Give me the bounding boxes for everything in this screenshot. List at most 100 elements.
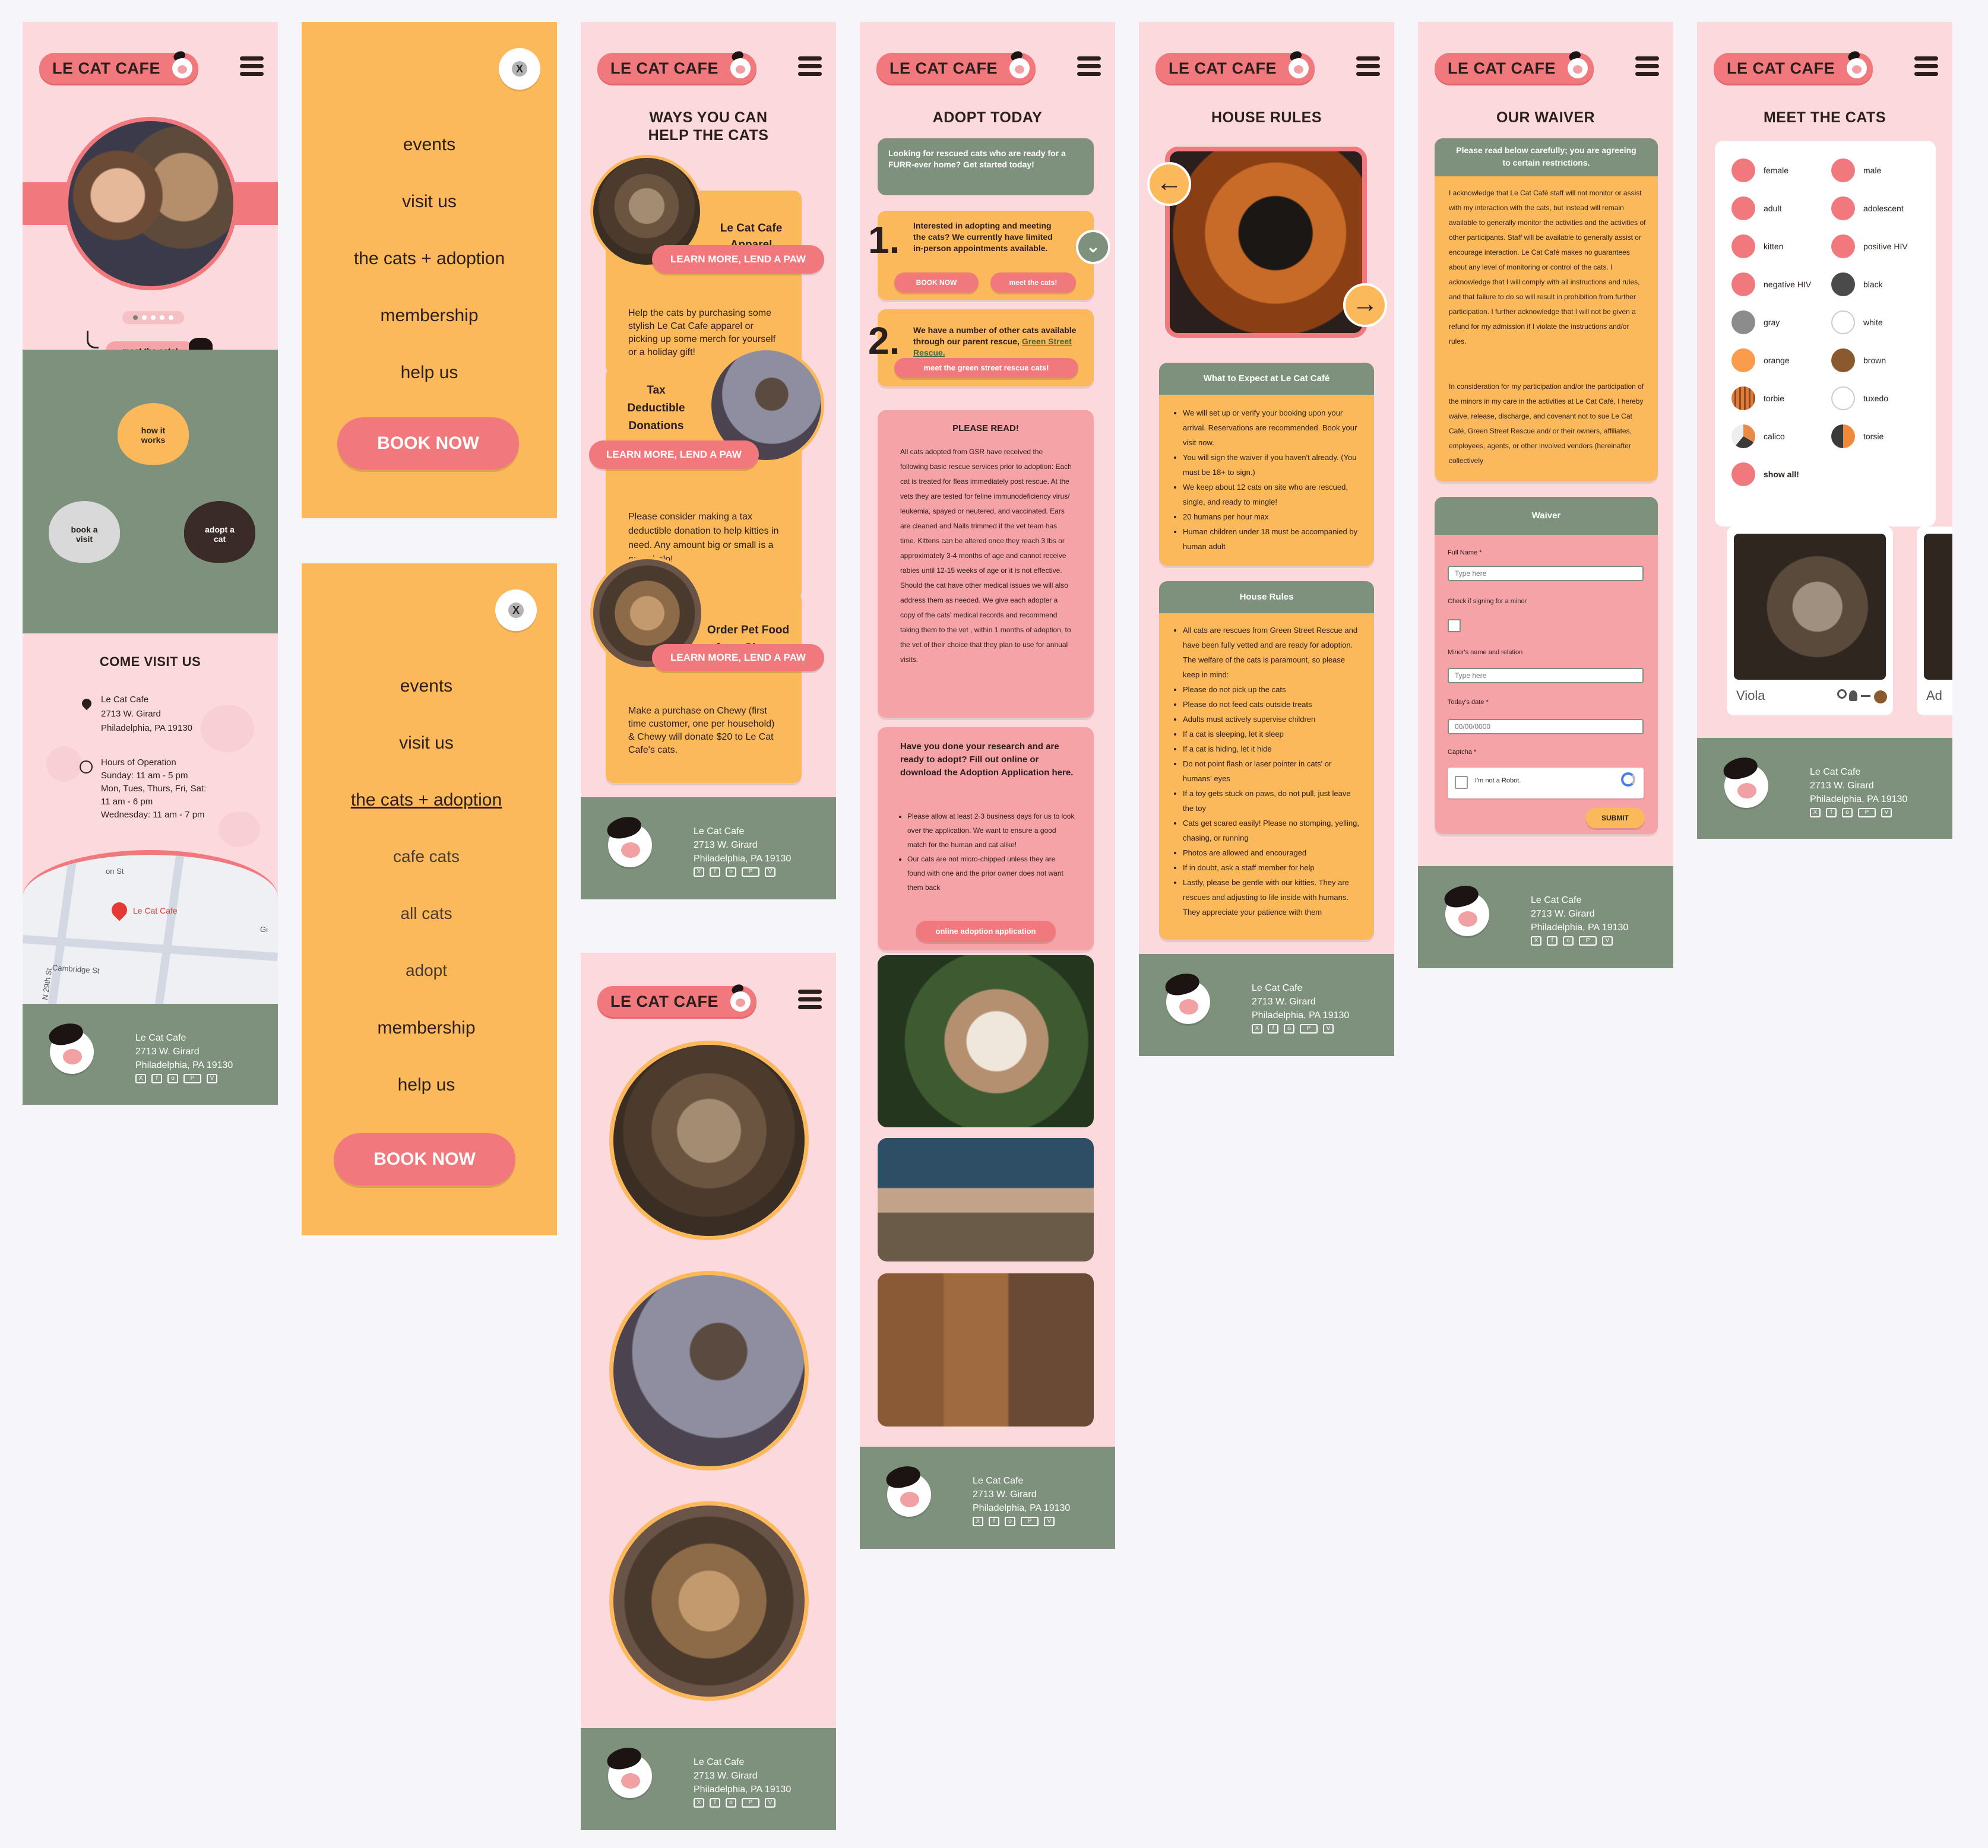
instagram-icon[interactable]: o [167,1074,178,1083]
submit-button[interactable]: SUBMIT [1585,808,1645,828]
menu-item-events[interactable]: events [400,676,453,696]
x-icon[interactable]: X [135,1074,146,1083]
instagram-icon[interactable]: o [1563,936,1574,946]
filter-black[interactable]: black [1831,272,1883,296]
filter-orange[interactable]: orange [1731,348,1790,372]
venmo-icon[interactable]: V [765,867,775,877]
filter-white[interactable]: white [1831,310,1883,334]
filter-negative-hiv[interactable]: negative HIV [1731,272,1811,296]
venmo-icon[interactable]: V [1881,808,1892,817]
logo[interactable]: LE CAT CAFE [1156,49,1315,84]
x-icon[interactable]: X [694,1798,704,1808]
instagram-icon[interactable]: o [726,867,736,877]
green-street-button[interactable]: meet the green street rescue cats! [894,358,1078,378]
adopt-a-cat-cat[interactable]: adopt a cat [184,501,255,563]
filter-female[interactable]: female [1731,159,1788,182]
hamburger-menu-icon[interactable] [798,56,822,80]
online-application-button[interactable]: online adoption application [916,921,1056,942]
instagram-icon[interactable]: o [1005,1517,1015,1526]
paypal-icon[interactable]: P [1021,1517,1039,1526]
instagram-icon[interactable]: o [726,1798,736,1808]
filter-adult[interactable]: adult [1731,196,1781,220]
minor-checkbox[interactable] [1448,619,1461,632]
learn-more-button[interactable]: LEARN MORE, LEND A PAW [652,644,824,671]
x-icon[interactable]: X [694,867,704,877]
hamburger-menu-icon[interactable] [1356,56,1380,80]
venmo-icon[interactable]: V [1044,1517,1055,1526]
map-pin-icon[interactable] [108,899,131,921]
how-it-works-cat[interactable]: how it works [118,403,189,465]
submenu-item-cafe-cats[interactable]: cafe cats [392,847,460,866]
close-menu-button[interactable]: X [495,589,537,631]
logo[interactable]: LE CAT CAFE [876,49,1036,84]
menu-item-help-us[interactable]: help us [397,1075,455,1095]
hamburger-menu-icon[interactable] [1077,56,1101,80]
filter-gray[interactable]: gray [1731,310,1780,334]
menu-item-cats-adoption[interactable]: the cats + adoption [350,790,502,810]
submenu-item-all-cats[interactable]: all cats [400,904,452,923]
venmo-icon[interactable]: V [765,1798,775,1808]
logo[interactable]: LE CAT CAFE [1435,49,1594,84]
x-icon[interactable]: X [1252,1024,1262,1034]
step-1-meet-button[interactable]: meet the cats! [990,272,1076,293]
arrow-right-icon[interactable]: → [1343,283,1387,327]
x-icon[interactable]: X [1810,808,1821,817]
paypal-icon[interactable]: P [1300,1024,1318,1034]
cat-photo[interactable] [609,1271,809,1470]
hamburger-menu-icon[interactable] [240,56,264,80]
menu-item-help-us[interactable]: help us [400,363,458,382]
logo[interactable]: LE CAT CAFE [597,982,756,1017]
captcha-checkbox[interactable] [1455,776,1468,789]
paypal-icon[interactable]: P [183,1074,201,1083]
book-now-button[interactable]: BOOK NOW [337,417,519,470]
green-street-link[interactable]: Green Street Rescue. [913,337,1072,357]
facebook-icon[interactable]: f [1268,1024,1278,1034]
close-menu-button[interactable]: X [499,48,540,90]
filter-show-all[interactable]: show all! [1731,462,1799,486]
map[interactable]: Le Cat Cafe Cambridge St N 29th St Gi on… [23,850,278,1004]
step-1-book-button[interactable]: BOOK NOW [894,272,979,293]
filter-adolescent[interactable]: adolescent [1831,196,1904,220]
menu-item-visit-us[interactable]: visit us [402,192,457,211]
menu-item-membership[interactable]: membership [377,1018,476,1038]
x-icon[interactable]: X [973,1517,983,1526]
filter-tuxedo[interactable]: tuxedo [1831,386,1888,410]
hamburger-menu-icon[interactable] [798,990,822,1013]
learn-more-button[interactable]: LEARN MORE, LEND A PAW [589,440,759,469]
venmo-icon[interactable]: V [207,1074,217,1083]
book-now-button[interactable]: BOOK NOW [334,1133,515,1185]
logo[interactable]: LE CAT CAFE [1714,49,1873,84]
menu-item-events[interactable]: events [403,135,456,154]
filter-calico[interactable]: calico [1731,424,1785,448]
instagram-icon[interactable]: o [1842,808,1853,817]
filter-torbie[interactable]: torbie [1731,386,1784,410]
paypal-icon[interactable]: P [1579,936,1597,946]
venmo-icon[interactable]: V [1602,936,1613,946]
x-icon[interactable]: X [1531,936,1541,946]
hamburger-menu-icon[interactable] [1914,56,1938,80]
filter-male[interactable]: male [1831,159,1881,182]
book-a-visit-cat[interactable]: book a visit [49,501,120,563]
arrow-left-icon[interactable]: ← [1147,162,1191,206]
cat-card[interactable]: Ad [1917,527,1952,715]
filter-positive-hiv[interactable]: positive HIV [1831,234,1908,258]
filter-kitten[interactable]: kitten [1731,234,1783,258]
chevron-down-icon[interactable]: ⌄ [1076,230,1110,264]
carousel-dots[interactable] [122,311,184,324]
facebook-icon[interactable]: f [1826,808,1837,817]
menu-item-cats-adoption[interactable]: the cats + adoption [353,249,505,268]
facebook-icon[interactable]: f [1547,936,1558,946]
menu-item-visit-us[interactable]: visit us [399,733,454,753]
minor-name-input[interactable] [1448,668,1644,683]
date-input[interactable] [1448,719,1644,734]
captcha-box[interactable]: I'm not a Robot. [1448,768,1644,798]
logo[interactable]: LE CAT CAFE [39,49,198,84]
filter-brown[interactable]: brown [1831,348,1886,372]
facebook-icon[interactable]: f [989,1517,999,1526]
logo[interactable]: LE CAT CAFE [597,49,756,84]
hamburger-menu-icon[interactable] [1635,56,1659,80]
facebook-icon[interactable]: f [710,867,720,877]
menu-item-membership[interactable]: membership [380,306,479,325]
cat-photo[interactable] [609,1041,809,1240]
paypal-icon[interactable]: P [742,867,759,877]
